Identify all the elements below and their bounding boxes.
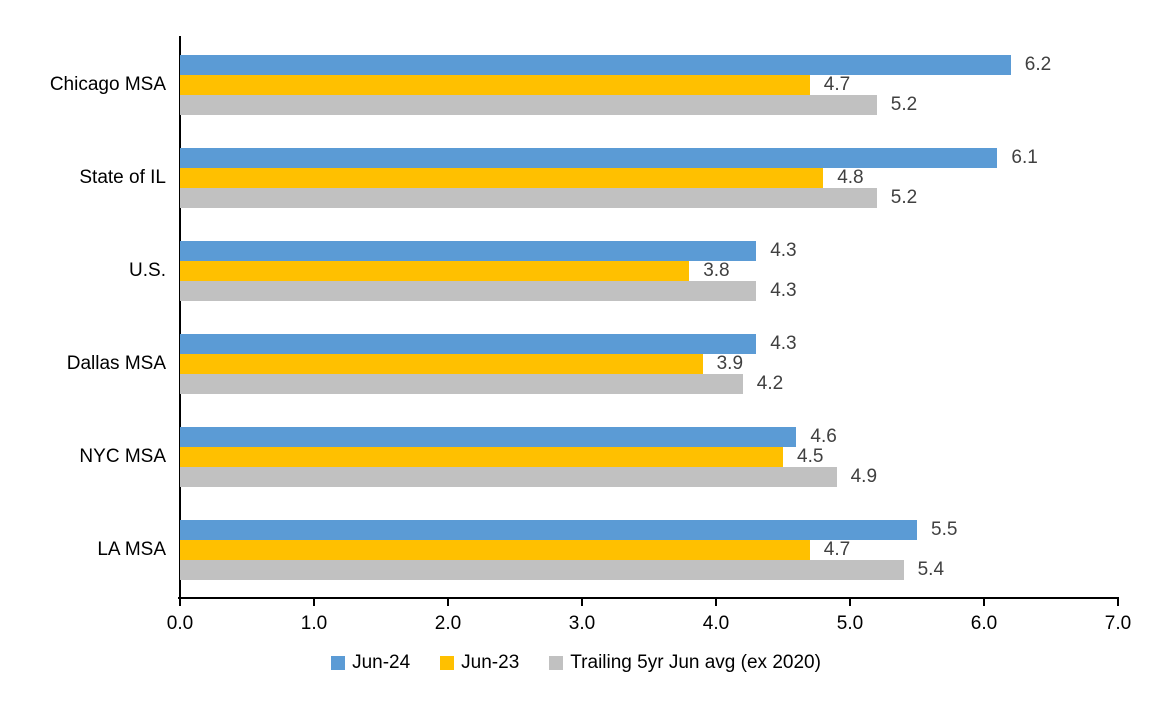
legend: Jun-24 Jun-23 Trailing 5yr Jun avg (ex 202… — [0, 652, 1152, 674]
value-label-state-of-il-trailing-5yr-jun-avg-ex-2020: 5.2 — [890, 187, 918, 208]
bar-u-s-trailing-5yr-jun-avg-ex-2020 — [180, 281, 757, 301]
legend-item-jun-24: Jun-24 — [331, 652, 410, 674]
bar-dallas-msa-trailing-5yr-jun-avg-ex-2020 — [180, 374, 743, 394]
x-tick-mark-4.0 — [715, 599, 717, 606]
value-label-u-s-jun-23: 3.8 — [703, 260, 730, 281]
legend-swatch-jun-23 — [440, 656, 455, 670]
value-label-chicago-msa-jun-23: 4.7 — [823, 74, 851, 95]
legend-label-jun-24: Jun-24 — [352, 652, 411, 673]
x-tick-mark-5.0 — [849, 599, 851, 606]
value-label-la-msa-jun-23: 4.7 — [823, 539, 851, 560]
bar-chicago-msa-trailing-5yr-jun-avg-ex-2020 — [180, 95, 877, 115]
x-tick-label-1.0: 1.0 — [300, 613, 328, 634]
category-label-chicago-msa: Chicago MSA — [49, 74, 166, 95]
x-tick-mark-3.0 — [581, 599, 583, 606]
legend-label-trailing-5yr-jun-avg-ex-2020: Trailing 5yr Jun avg (ex 2020) — [570, 652, 821, 673]
value-label-nyc-msa-jun-23: 4.5 — [797, 446, 824, 467]
bar-nyc-msa-jun-23 — [180, 447, 783, 467]
x-tick-mark-7.0 — [1117, 599, 1119, 606]
value-label-state-of-il-jun-24: 6.1 — [1011, 147, 1038, 168]
bar-u-s-jun-23 — [180, 261, 690, 281]
bar-u-s-jun-24 — [180, 241, 757, 261]
x-tick-label-6.0: 6.0 — [970, 613, 998, 634]
value-label-u-s-trailing-5yr-jun-avg-ex-2020: 4.3 — [770, 280, 797, 301]
x-tick-mark-2.0 — [447, 599, 449, 606]
value-label-la-msa-jun-24: 5.5 — [931, 519, 958, 540]
legend-item-trailing-5yr-jun-avg-ex-2020: Trailing 5yr Jun avg (ex 2020) — [549, 652, 821, 674]
bar-dallas-msa-jun-23 — [180, 354, 703, 374]
x-tick-mark-0.0 — [179, 599, 181, 606]
category-label-state-of-il: State of IL — [79, 167, 166, 188]
value-label-u-s-jun-24: 4.3 — [770, 240, 797, 261]
value-label-dallas-msa-trailing-5yr-jun-avg-ex-2020: 4.2 — [756, 373, 784, 394]
x-tick-label-0.0: 0.0 — [166, 613, 194, 634]
value-label-la-msa-trailing-5yr-jun-avg-ex-2020: 5.4 — [917, 559, 945, 580]
y-axis-line — [179, 36, 181, 599]
x-tick-label-3.0: 3.0 — [568, 613, 596, 634]
x-tick-label-2.0: 2.0 — [434, 613, 462, 634]
x-axis-line — [178, 597, 1119, 599]
bar-la-msa-jun-23 — [180, 540, 810, 560]
x-tick-label-5.0: 5.0 — [836, 613, 864, 634]
x-tick-mark-6.0 — [983, 599, 985, 606]
x-tick-mark-1.0 — [313, 599, 315, 606]
bar-la-msa-trailing-5yr-jun-avg-ex-2020 — [180, 560, 904, 580]
value-label-state-of-il-jun-23: 4.8 — [837, 167, 864, 188]
legend-swatch-jun-24 — [331, 656, 346, 670]
value-label-chicago-msa-jun-24: 6.2 — [1024, 54, 1052, 75]
value-label-dallas-msa-jun-23: 3.9 — [716, 353, 744, 374]
bar-state-of-il-jun-24 — [180, 148, 998, 168]
category-label-nyc-msa: NYC MSA — [79, 446, 166, 467]
bar-state-of-il-jun-23 — [180, 168, 824, 188]
value-label-nyc-msa-trailing-5yr-jun-avg-ex-2020: 4.9 — [850, 466, 878, 487]
bar-nyc-msa-jun-24 — [180, 427, 797, 447]
value-label-chicago-msa-trailing-5yr-jun-avg-ex-2020: 5.2 — [890, 94, 918, 115]
value-label-nyc-msa-jun-24: 4.6 — [810, 426, 837, 447]
legend-swatch-trailing-5yr-jun-avg-ex-2020 — [549, 656, 564, 670]
x-tick-label-4.0: 4.0 — [702, 613, 730, 634]
bar-chicago-msa-jun-23 — [180, 75, 810, 95]
bar-la-msa-jun-24 — [180, 520, 917, 540]
bar-chicago-msa-jun-24 — [180, 55, 1011, 75]
legend-label-jun-23: Jun-23 — [461, 652, 520, 673]
category-label-la-msa: LA MSA — [97, 539, 166, 560]
value-label-dallas-msa-jun-24: 4.3 — [770, 333, 797, 354]
legend-item-jun-23: Jun-23 — [440, 652, 519, 674]
bar-dallas-msa-jun-24 — [180, 334, 757, 354]
category-label-dallas-msa: Dallas MSA — [66, 353, 166, 374]
x-tick-label-7.0: 7.0 — [1104, 613, 1132, 634]
bar-nyc-msa-trailing-5yr-jun-avg-ex-2020 — [180, 467, 837, 487]
category-label-u-s: U.S. — [129, 260, 166, 281]
bar-state-of-il-trailing-5yr-jun-avg-ex-2020 — [180, 188, 877, 208]
